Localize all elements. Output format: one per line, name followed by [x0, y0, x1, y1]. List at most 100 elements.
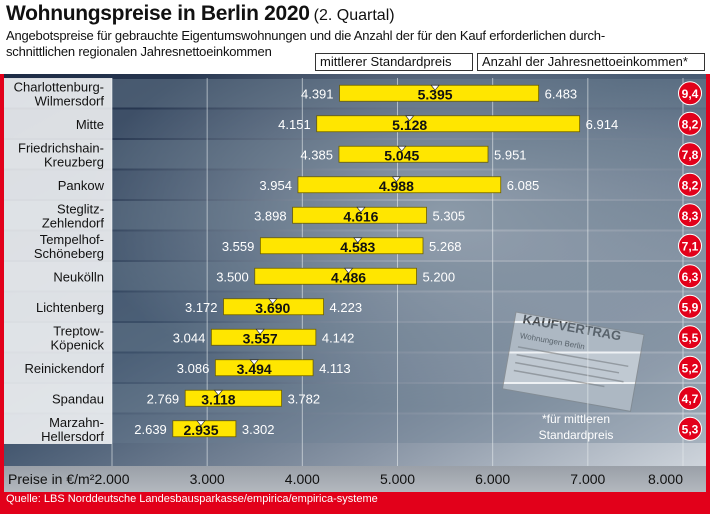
footnote-line-1: *für mittleren [542, 412, 610, 426]
district-labels: Charlottenburg-Wilmersdorf Mitte Friedrich… [4, 78, 112, 444]
price-range-bar [184, 389, 282, 407]
x-axis: Preise in €/m² 2.000 3.000 4.000 5.000 6.000 7… [8, 471, 683, 487]
income-multiple-label: 8,2 [682, 178, 699, 192]
district-label: Neukölln [53, 269, 104, 284]
low-price-label: 3.898 [254, 208, 287, 223]
low-price-label: 3.086 [177, 361, 210, 376]
income-multiple-badge [678, 233, 702, 258]
low-price-label: 3.954 [259, 178, 292, 193]
district-label: Charlottenburg- [14, 79, 104, 94]
x-tick-label: 6.000 [475, 471, 510, 487]
low-price-label: 4.151 [278, 117, 311, 132]
income-multiple-label: 7,8 [682, 148, 699, 162]
right-red-edge [706, 74, 710, 514]
median-marker [268, 298, 278, 305]
chart-title: Wohnungspreise in Berlin 2020 [6, 2, 310, 25]
income-multiple-label: 8,3 [682, 209, 699, 223]
low-price-label: 3.172 [185, 300, 218, 315]
low-price-label: 4.391 [301, 86, 334, 101]
income-multiple-badge [678, 416, 702, 441]
high-price-label: 6.483 [545, 86, 578, 101]
income-multiple-label: 5,9 [682, 300, 699, 314]
header-box-income-multiple: Anzahl der Jahresnettoeinkommen* [477, 53, 705, 71]
median-marker [196, 420, 206, 427]
median-marker [353, 237, 363, 244]
low-price-label: 3.044 [173, 330, 206, 345]
district-label: Wilmersdorf [35, 93, 105, 108]
median-price-label: 3.557 [243, 330, 278, 346]
left-red-edge [0, 74, 4, 514]
median-marker [397, 145, 407, 152]
median-marker [343, 267, 354, 274]
income-multiple-badge [678, 111, 702, 136]
median-price-label: 4.486 [331, 269, 366, 285]
median-price-label: 4.988 [379, 178, 414, 194]
district-label: Mitte [76, 117, 104, 132]
district-label: Köpenick [51, 337, 105, 352]
income-multiple-label: 9,4 [682, 87, 699, 101]
district-label: Treptow- [53, 323, 104, 338]
median-marker [391, 176, 402, 183]
district-label: Marzahn- [49, 415, 104, 430]
median-price-label: 4.616 [343, 208, 378, 224]
income-multiple-badge [678, 325, 702, 350]
x-tick-label: 5.000 [380, 471, 415, 487]
high-price-label: 6.914 [586, 117, 619, 132]
median-marker [255, 328, 265, 335]
median-marker [404, 115, 415, 122]
district-label: Reinickendorf [25, 361, 105, 376]
income-multiple-badge [678, 172, 702, 197]
income-multiple-label: 6,3 [682, 270, 699, 284]
x-tick-label: 7.000 [570, 471, 605, 487]
income-multiple-label: 4,7 [682, 392, 699, 406]
income-multiple-badge [678, 81, 702, 106]
low-price-label: 4.385 [300, 147, 333, 162]
median-marker [356, 206, 366, 213]
income-multiple-badge [678, 142, 702, 167]
income-multiple-badge [678, 294, 702, 319]
price-range-bar [316, 115, 581, 133]
description-line-2: schnittlichen regionalen Jahresnettoeink… [6, 44, 272, 59]
income-multiple-badge [678, 386, 702, 411]
source-band [0, 492, 710, 514]
label-panel [4, 78, 112, 444]
high-price-label: 5.305 [433, 208, 466, 223]
district-label: Friedrichshain- [18, 140, 104, 155]
low-price-label: 3.559 [222, 239, 255, 254]
price-range-bar [254, 267, 417, 285]
income-multiple-badge [678, 264, 702, 289]
low-price-label: 2.639 [134, 422, 167, 437]
district-label: Spandau [52, 391, 104, 406]
median-price-label: 3.494 [237, 361, 272, 377]
high-price-label: 4.223 [330, 300, 363, 315]
price-range-bar [259, 237, 424, 255]
median-price-label: 5.395 [418, 86, 453, 102]
title-row: Wohnungspreise in Berlin 2020 (2. Quartal… [6, 2, 395, 26]
price-range-bar [214, 359, 314, 377]
source-note: Quelle: LBS Norddeutsche Landesbausparka… [6, 493, 378, 505]
price-range-bar [338, 145, 489, 163]
x-tick-label: 2.000 [94, 471, 129, 487]
high-price-label: 4.113 [319, 361, 351, 376]
high-price-label: 5.268 [429, 239, 462, 254]
income-multiple-label: 8,2 [682, 117, 699, 131]
income-multiple-label: 7,1 [682, 239, 699, 253]
contract-line [516, 354, 620, 374]
price-chart: KAUFVERTRAG Wohnungen Berlin Charlottenb… [0, 74, 710, 514]
high-price-label: 5.951 [494, 147, 527, 162]
row-band [4, 384, 706, 413]
income-multiple-label: 5,3 [682, 422, 699, 436]
median-price-label: 5.045 [384, 147, 419, 163]
median-marker [430, 84, 440, 91]
x-tick-label: 4.000 [285, 471, 320, 487]
district-label: Tempelhof- [40, 232, 104, 247]
row-band [4, 292, 706, 321]
median-price-label: 2.935 [183, 422, 218, 438]
x-axis-title: Preise in €/m² [8, 471, 95, 487]
district-label: Steglitz- [57, 201, 104, 216]
high-price-label: 3.782 [288, 391, 321, 406]
row-band [4, 353, 706, 382]
income-multiple-badge [678, 355, 702, 380]
description-line-1: Angebotspreise für gebrauchte Eigentumsw… [6, 28, 605, 43]
contract-line [515, 361, 624, 383]
